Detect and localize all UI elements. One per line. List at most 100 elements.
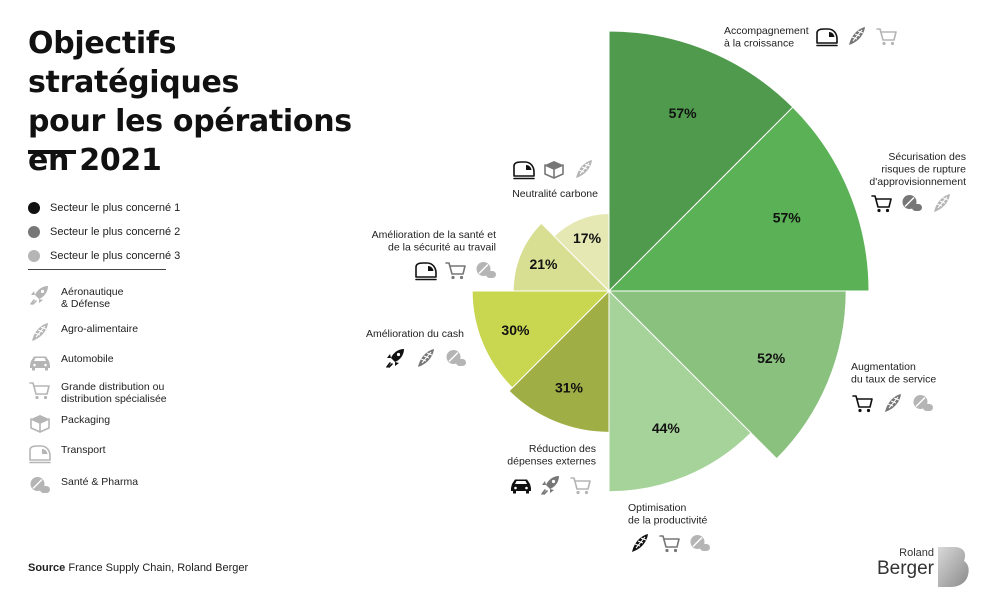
sector-legend-label: Agro-alimentaire bbox=[61, 320, 138, 335]
train-icon bbox=[29, 445, 51, 464]
category-label-line: Optimisation bbox=[628, 502, 687, 514]
train-icon bbox=[816, 28, 838, 47]
sector-legend-item: Santé & Pharma bbox=[28, 473, 138, 497]
sector-legend-item: Packaging bbox=[28, 411, 110, 435]
category-label-line: Sécurisation des bbox=[888, 151, 966, 163]
corn-icon bbox=[632, 534, 648, 552]
pill-icon bbox=[913, 395, 933, 411]
cart-icon bbox=[852, 395, 873, 413]
logo-b-mark bbox=[938, 547, 969, 587]
title-line: en 2021 bbox=[28, 143, 162, 178]
sector-legend-label-line: Grande distribution ou bbox=[61, 381, 165, 393]
corn-icon bbox=[576, 160, 592, 178]
cart-icon bbox=[29, 382, 50, 400]
cart-icon bbox=[445, 262, 466, 280]
car-icon bbox=[30, 356, 50, 371]
sector-legend-label: Transport bbox=[61, 441, 106, 456]
logo-line-2: Berger bbox=[876, 558, 934, 579]
sector-legend-label-line: Transport bbox=[61, 444, 106, 456]
corn-icon bbox=[418, 349, 434, 367]
segment-value-label: 44% bbox=[652, 420, 681, 436]
rank-legend-label: Secteur le plus concerné 2 bbox=[50, 226, 181, 238]
sector-legend-item: Agro-alimentaire bbox=[28, 320, 138, 344]
corn-icon bbox=[885, 394, 901, 412]
source-prefix: Source bbox=[28, 562, 66, 574]
chart-segment bbox=[512, 222, 611, 292]
category-label: Augmentation du taux de service bbox=[851, 361, 936, 386]
cart-icon bbox=[871, 195, 892, 213]
segment-value-label: 30% bbox=[501, 322, 530, 338]
category-label-line: d'approvisionnement bbox=[869, 176, 966, 188]
category-label: Amélioration de la santé et de la sécurit… bbox=[372, 229, 496, 254]
title-line: Objectifs stratégiques bbox=[28, 26, 240, 100]
corn-icon bbox=[849, 27, 865, 45]
category-label-line: Réduction des bbox=[529, 443, 596, 455]
roland-berger-logo: Roland Berger bbox=[876, 547, 978, 587]
segment-value-label: 31% bbox=[555, 380, 584, 396]
sector-legend-label-line: & Défense bbox=[61, 298, 111, 310]
rocket-icon bbox=[30, 286, 48, 305]
pill-icon bbox=[30, 477, 50, 493]
page-title: Objectifs stratégiques pour les opératio… bbox=[28, 24, 388, 180]
category-label-line: de la productivité bbox=[628, 515, 708, 527]
sector-legend-label-line: Agro-alimentaire bbox=[61, 323, 139, 335]
sector-legend-item: Aéronautique & Défense bbox=[28, 283, 123, 310]
category-label: Accompagnement à la croissance bbox=[724, 25, 809, 50]
sector-legend-item: Automobile bbox=[28, 350, 114, 374]
rank-legend-label: Secteur le plus concerné 3 bbox=[50, 250, 181, 262]
rank-legend-item: Secteur le plus concerné 3 bbox=[28, 244, 180, 268]
chart-segment bbox=[471, 290, 611, 389]
car-icon bbox=[511, 479, 531, 494]
segment-value-label: 21% bbox=[529, 256, 558, 272]
corn-icon bbox=[934, 194, 950, 212]
rank-dot-3 bbox=[28, 250, 40, 262]
segment-value-label: 17% bbox=[573, 230, 602, 246]
sector-legend-item: Transport bbox=[28, 441, 106, 465]
rank-legend: Secteur le plus concerné 1 Secteur le pl… bbox=[28, 196, 180, 268]
category-label-line: Amélioration du cash bbox=[366, 328, 464, 340]
sector-legend-label: Aéronautique & Défense bbox=[61, 283, 123, 310]
sector-legend-label-line: Santé & Pharma bbox=[61, 476, 139, 488]
category-label-line: de la sécurité au travail bbox=[388, 242, 496, 254]
rank-legend-label: Secteur le plus concerné 1 bbox=[50, 202, 181, 214]
rocket-icon bbox=[386, 349, 404, 368]
train-icon bbox=[513, 161, 535, 180]
chart-segment bbox=[608, 30, 794, 293]
category-label: Réduction des dépenses externes bbox=[507, 443, 596, 468]
source-note: Source France Supply Chain, Roland Berge… bbox=[28, 562, 248, 574]
sector-legend-label: Grande distribution ou distribution spéci… bbox=[61, 378, 167, 405]
category-label-line: à la croissance bbox=[724, 38, 794, 50]
category-label-line: Accompagnement bbox=[724, 25, 809, 37]
sector-legend-label-line: Packaging bbox=[61, 414, 111, 426]
chart-segment bbox=[608, 289, 752, 493]
cart-icon bbox=[659, 535, 680, 553]
chart-segment bbox=[553, 212, 610, 293]
sector-legend-label-line: distribution spécialisée bbox=[61, 393, 167, 405]
rank-dot-1 bbox=[28, 202, 40, 214]
chart-segment bbox=[607, 106, 870, 292]
category-label: Neutralité carbone bbox=[512, 188, 598, 200]
logo-line-1: Roland bbox=[899, 547, 934, 559]
cart-icon bbox=[570, 477, 591, 495]
pill-icon bbox=[902, 195, 922, 211]
category-label-line: Amélioration de la santé et bbox=[372, 229, 496, 241]
source-text: France Supply Chain, Roland Berger bbox=[68, 562, 249, 574]
pill-icon bbox=[476, 262, 496, 278]
sector-legend-label: Santé & Pharma bbox=[61, 473, 138, 488]
rank-legend-item: Secteur le plus concerné 1 bbox=[28, 196, 180, 220]
category-label: Sécurisation des risques de rupture d'appr… bbox=[869, 151, 966, 188]
chart-segment bbox=[607, 290, 847, 460]
category-label-line: du taux de service bbox=[851, 374, 936, 386]
category-label-line: risques de rupture bbox=[881, 164, 966, 176]
category-label: Optimisation de la productivité bbox=[628, 502, 708, 527]
sector-legend-label: Packaging bbox=[61, 411, 110, 426]
chart-segment bbox=[508, 289, 610, 433]
rank-dot-2 bbox=[28, 226, 40, 238]
box-icon bbox=[30, 415, 50, 433]
sector-legend-item: Grande distribution ou distribution spéci… bbox=[28, 378, 167, 405]
category-label: Amélioration du cash bbox=[366, 328, 464, 340]
rank-legend-item: Secteur le plus concerné 2 bbox=[28, 220, 180, 244]
cart-icon bbox=[876, 28, 897, 46]
train-icon bbox=[415, 262, 437, 281]
